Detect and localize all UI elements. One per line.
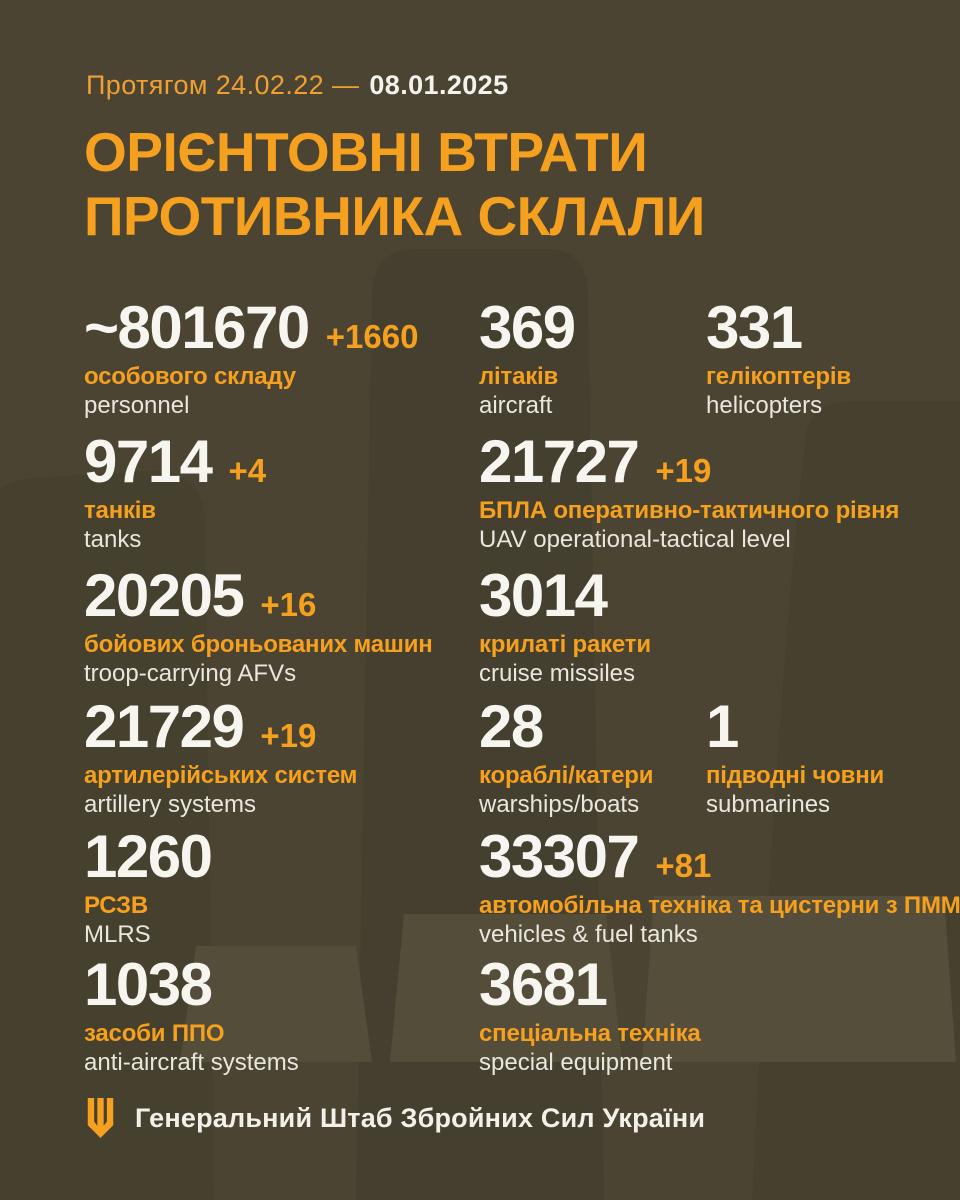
stat-label-en: UAV operational-tactical level (479, 526, 791, 553)
stat-vehicles-fuel: 33307 +81 автомобільна техніка та цистерн… (479, 827, 960, 949)
stat-value: 33307 (479, 823, 640, 890)
stat-delta: +81 (655, 847, 712, 884)
stat-value: 28 (479, 693, 544, 760)
stat-anti-aircraft: 1038 засоби ППО anti-aircraft systems (84, 955, 299, 1077)
stat-artillery: 21729 +19 артилерійських систем artillery… (84, 697, 357, 819)
page-title-line2: ПРОТИВНИКА СКЛАЛИ (84, 185, 705, 247)
stat-label-ua: артилерійських систем (84, 762, 358, 789)
stat-label-ua: автомобільна техніка та цистерни з ПММ (479, 892, 960, 919)
stat-value: 9714 (84, 428, 213, 495)
stat-label-ua: засоби ППО (84, 1020, 225, 1047)
stat-value: 331 (706, 294, 803, 361)
period-label: Протягом 24.02.22 — (86, 70, 360, 100)
stat-value: 3014 (479, 562, 608, 629)
stat-label-en: submarines (706, 791, 831, 818)
stat-label-en: vehicles & fuel tanks (479, 921, 698, 948)
stat-value: 1038 (84, 951, 213, 1018)
page-title-line1: ОРІЄНТОВНІ ВТРАТИ (84, 121, 648, 183)
stat-label-ua: спеціальна техніка (479, 1020, 701, 1047)
stat-special-equipment: 3681 спеціальна техніка special equipmen… (479, 955, 701, 1077)
stat-label-ua: бойових броньованих машин (84, 631, 433, 658)
stat-label-en: aircraft (479, 392, 553, 419)
stat-personnel: ~801670 +1660 особового складу personnel (84, 298, 418, 420)
stat-label-en: warships/boats (479, 791, 640, 818)
stat-mlrs: 1260 РСЗВ MLRS (84, 827, 228, 949)
stat-value: 369 (479, 294, 576, 361)
stat-value: 21729 (84, 693, 245, 760)
report-date: 08.01.2025 (369, 70, 509, 100)
stat-label-ua: крилаті ракети (479, 631, 651, 658)
stat-cruise-missiles: 3014 крилаті ракети cruise missiles (479, 566, 651, 688)
stat-tanks: 9714 +4 танків tanks (84, 432, 266, 554)
stat-label-en: cruise missiles (479, 660, 636, 687)
stat-value: 20205 (84, 562, 245, 629)
stat-label-en: anti-aircraft systems (84, 1049, 299, 1076)
stat-label-en: troop-carrying AFVs (84, 660, 297, 687)
stat-delta: +19 (655, 452, 712, 489)
report-period: Протягом 24.02.22 — 08.01.2025 (86, 70, 509, 101)
stat-label-ua: кораблі/катери (479, 762, 654, 789)
stat-label-ua: літаків (479, 363, 559, 390)
footer-org-name: Генеральний Штаб Збройних Сил України (135, 1102, 706, 1133)
stat-label-en: artillery systems (84, 791, 257, 818)
stat-label-ua: БПЛА оперативно-тактичного рівня (479, 497, 900, 524)
stat-helicopters: 331 гелікоптерів helicopters (706, 298, 851, 420)
stat-aircraft: 369 літаків aircraft (479, 298, 592, 420)
footer: Генеральний Штаб Збройних Сил України (87, 1098, 705, 1138)
trident-icon (87, 1098, 114, 1138)
stat-delta: +16 (260, 586, 317, 623)
stat-value: ~801670 (84, 294, 310, 361)
stat-delta: +4 (228, 452, 267, 489)
stat-label-en: special equipment (479, 1049, 673, 1076)
stat-value: 3681 (479, 951, 608, 1018)
stat-warships: 28 кораблі/катери warships/boats (479, 697, 653, 819)
stat-label-en: helicopters (706, 392, 823, 419)
stat-delta: +1660 (325, 318, 419, 355)
stat-submarines: 1 підводні човни submarines (706, 697, 884, 819)
page-title: ОРІЄНТОВНІ ВТРАТИ ПРОТИВНИКА СКЛАЛИ (84, 120, 705, 248)
stat-value: 1 (706, 693, 739, 760)
stat-value: 21727 (479, 428, 640, 495)
stat-label-ua: гелікоптерів (706, 363, 851, 390)
stat-delta: +19 (260, 717, 317, 754)
stat-label-en: tanks (84, 526, 142, 553)
stat-label-ua: танків (84, 497, 156, 524)
stat-value: 1260 (84, 823, 213, 890)
stat-label-ua: підводні човни (706, 762, 885, 789)
stat-label-en: personnel (84, 392, 190, 419)
stat-afv: 20205 +16 бойових броньованих машин troop… (84, 566, 433, 688)
stat-label-ua: РСЗВ (84, 892, 148, 919)
stat-uav: 21727 +19 БПЛА оперативно-тактичного рівн… (479, 432, 899, 554)
stat-label-ua: особового складу (84, 363, 296, 390)
stat-label-en: MLRS (84, 921, 151, 948)
